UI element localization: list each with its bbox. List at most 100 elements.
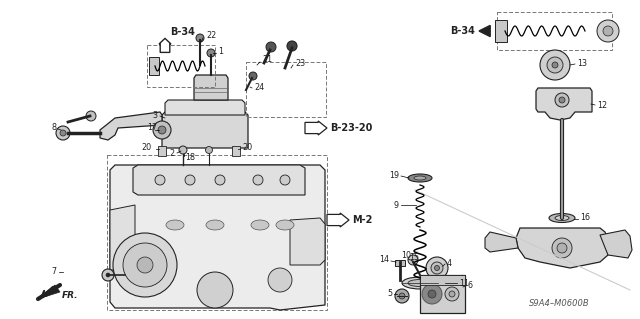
- Text: 11: 11: [459, 278, 469, 287]
- Circle shape: [547, 57, 563, 73]
- Text: 15: 15: [409, 254, 419, 263]
- Text: 24: 24: [254, 83, 264, 92]
- Text: 12: 12: [597, 100, 607, 109]
- Text: 16: 16: [580, 213, 590, 222]
- Text: 20: 20: [242, 144, 252, 152]
- Polygon shape: [305, 121, 327, 135]
- Circle shape: [557, 243, 567, 253]
- Bar: [232, 146, 240, 156]
- Circle shape: [540, 50, 570, 80]
- Circle shape: [268, 268, 292, 292]
- Text: 2: 2: [170, 150, 175, 159]
- Text: M-2: M-2: [352, 215, 372, 225]
- Polygon shape: [110, 165, 325, 310]
- Polygon shape: [159, 38, 171, 52]
- Text: 14: 14: [379, 256, 389, 264]
- Text: 21: 21: [262, 56, 272, 64]
- Circle shape: [56, 126, 70, 140]
- Text: 10: 10: [401, 250, 411, 259]
- Polygon shape: [327, 213, 349, 227]
- Text: 1: 1: [218, 47, 223, 56]
- Circle shape: [445, 287, 459, 301]
- Circle shape: [603, 26, 613, 36]
- Ellipse shape: [408, 174, 432, 182]
- Text: 6: 6: [467, 280, 472, 290]
- Text: FR.: FR.: [62, 292, 79, 300]
- Circle shape: [113, 233, 177, 297]
- Circle shape: [552, 238, 572, 258]
- Circle shape: [137, 257, 153, 273]
- Bar: [107, 155, 327, 310]
- Ellipse shape: [402, 277, 438, 289]
- Text: 22: 22: [206, 32, 216, 41]
- Circle shape: [179, 146, 187, 154]
- Polygon shape: [194, 75, 228, 100]
- Polygon shape: [290, 218, 325, 265]
- Bar: [420, 275, 465, 285]
- Polygon shape: [38, 285, 60, 299]
- Ellipse shape: [251, 220, 269, 230]
- Circle shape: [249, 72, 257, 80]
- Circle shape: [266, 42, 276, 52]
- Circle shape: [399, 293, 405, 299]
- Polygon shape: [516, 228, 610, 268]
- Text: 23: 23: [295, 58, 305, 68]
- Text: 13: 13: [577, 58, 587, 68]
- Circle shape: [153, 121, 171, 139]
- Circle shape: [280, 175, 290, 185]
- Text: 5: 5: [387, 290, 392, 299]
- Circle shape: [155, 175, 165, 185]
- Circle shape: [215, 175, 225, 185]
- Ellipse shape: [408, 279, 432, 286]
- Circle shape: [559, 97, 565, 103]
- Circle shape: [555, 93, 569, 107]
- Bar: [149, 57, 159, 75]
- Ellipse shape: [414, 176, 426, 180]
- Circle shape: [552, 62, 558, 68]
- Circle shape: [196, 34, 204, 42]
- Circle shape: [106, 273, 110, 277]
- Text: 19: 19: [389, 170, 399, 180]
- Circle shape: [426, 257, 448, 279]
- Text: 20: 20: [142, 144, 152, 152]
- Circle shape: [597, 20, 619, 42]
- Circle shape: [431, 262, 443, 274]
- Circle shape: [86, 111, 96, 121]
- Circle shape: [207, 49, 215, 57]
- Ellipse shape: [166, 220, 184, 230]
- Circle shape: [422, 284, 442, 304]
- Circle shape: [449, 291, 455, 297]
- Text: 18: 18: [185, 152, 195, 161]
- Text: B-23-20: B-23-20: [330, 123, 372, 133]
- Bar: [395, 260, 405, 266]
- Circle shape: [60, 130, 66, 136]
- Polygon shape: [536, 88, 592, 120]
- Circle shape: [185, 175, 195, 185]
- Polygon shape: [479, 26, 490, 37]
- Circle shape: [197, 272, 233, 308]
- Circle shape: [408, 255, 418, 265]
- Text: 17: 17: [147, 123, 157, 132]
- Polygon shape: [485, 232, 518, 252]
- Ellipse shape: [549, 213, 575, 222]
- Circle shape: [102, 269, 114, 281]
- Polygon shape: [600, 230, 632, 258]
- Bar: [246, 62, 326, 117]
- Polygon shape: [165, 100, 245, 115]
- Bar: [495, 20, 507, 42]
- Circle shape: [287, 41, 297, 51]
- Circle shape: [428, 290, 436, 298]
- Ellipse shape: [555, 216, 569, 220]
- Circle shape: [123, 243, 167, 287]
- Polygon shape: [133, 165, 305, 195]
- Text: 4: 4: [447, 258, 452, 268]
- Bar: [147, 45, 215, 87]
- Text: 9: 9: [394, 201, 399, 210]
- Circle shape: [395, 289, 409, 303]
- Polygon shape: [110, 205, 135, 270]
- Bar: [420, 275, 465, 313]
- Text: 7: 7: [52, 268, 57, 277]
- Circle shape: [158, 126, 166, 134]
- Text: 8: 8: [51, 123, 56, 132]
- Polygon shape: [162, 112, 248, 148]
